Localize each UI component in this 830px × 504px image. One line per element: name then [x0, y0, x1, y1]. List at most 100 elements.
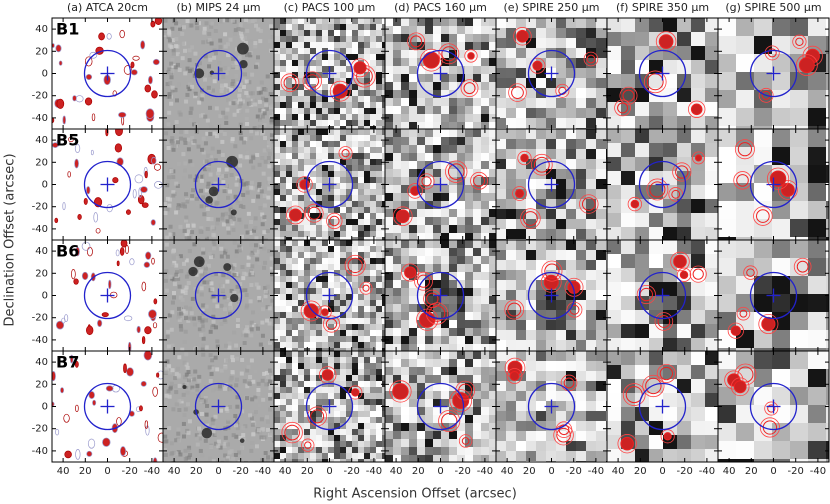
pixel	[409, 82, 417, 90]
pixel	[496, 118, 506, 128]
pixel	[238, 131, 243, 136]
pixel	[209, 217, 214, 222]
pixel	[754, 129, 772, 147]
pixel	[536, 108, 546, 118]
pixel	[663, 18, 677, 32]
pixel	[292, 411, 298, 417]
pixel	[286, 447, 292, 453]
pixel	[481, 217, 489, 225]
pixel	[185, 199, 190, 204]
contour	[654, 312, 674, 331]
pixel	[334, 102, 340, 108]
pixel	[165, 359, 170, 364]
pixel	[465, 296, 473, 304]
pixel	[286, 42, 292, 48]
pixel	[481, 225, 489, 233]
pixel	[241, 140, 246, 145]
pixel	[292, 189, 298, 195]
pixel	[364, 264, 370, 270]
pixel	[176, 161, 181, 166]
pixel	[382, 417, 385, 423]
pixel	[298, 393, 304, 399]
pixel	[215, 339, 220, 344]
pixel	[207, 365, 212, 370]
pixel	[417, 90, 425, 98]
pixel	[231, 56, 236, 61]
pixel	[164, 269, 169, 274]
pixel	[352, 417, 358, 423]
contour	[134, 174, 144, 184]
pixel	[269, 91, 274, 96]
pixel	[171, 291, 176, 296]
pixel	[382, 318, 385, 324]
pixel	[334, 318, 340, 324]
contour	[126, 367, 134, 377]
pixel	[168, 386, 173, 391]
pixel	[225, 409, 230, 414]
pixel	[322, 30, 328, 36]
pixel	[401, 336, 409, 344]
pixel	[316, 405, 322, 411]
pixel	[393, 58, 401, 66]
pixel	[376, 276, 382, 282]
pixel	[401, 90, 409, 98]
pixel	[292, 342, 298, 348]
pixel	[274, 246, 280, 252]
pixel	[808, 147, 826, 165]
pixel	[168, 274, 173, 279]
pixel	[292, 96, 298, 102]
pixel	[167, 29, 172, 34]
pixel	[536, 310, 546, 320]
pixel	[227, 305, 232, 310]
pixel	[274, 282, 280, 288]
pixel	[210, 417, 215, 422]
pixel	[576, 250, 586, 260]
pixel	[340, 18, 346, 24]
pixel	[364, 195, 370, 201]
pixel	[245, 368, 250, 373]
pixel	[433, 18, 441, 26]
pixel	[370, 30, 376, 36]
pixel	[736, 72, 754, 90]
pixel	[174, 21, 179, 26]
pixel	[441, 225, 449, 233]
pixel	[417, 66, 425, 74]
pixel	[178, 324, 183, 329]
contour	[281, 421, 303, 444]
pixel	[556, 340, 566, 350]
pixel	[328, 447, 334, 453]
pixel	[334, 213, 340, 219]
pixel	[358, 201, 364, 207]
pixel	[198, 188, 203, 193]
pixel	[280, 114, 286, 120]
contour	[636, 284, 656, 305]
pixel	[265, 284, 270, 289]
pixel	[212, 308, 217, 313]
pixel	[180, 397, 185, 402]
pixel	[489, 296, 496, 304]
pixel	[358, 219, 364, 225]
pixel	[197, 323, 202, 328]
pixel	[252, 18, 257, 23]
pixel	[370, 225, 376, 231]
pixel	[441, 18, 449, 26]
pixel	[385, 122, 393, 129]
pixel	[304, 231, 310, 237]
pixel	[433, 106, 441, 114]
search-circle	[194, 382, 243, 431]
pixel	[210, 88, 215, 93]
pixel	[546, 28, 556, 38]
pixel	[169, 327, 174, 332]
pixel	[245, 150, 250, 155]
pixel	[280, 417, 286, 423]
pixel	[198, 228, 203, 233]
pixel	[449, 328, 457, 336]
pixel	[215, 304, 220, 309]
pixel	[174, 272, 179, 277]
pixel	[346, 252, 352, 258]
pixel	[473, 256, 481, 264]
y-tick-label: 40	[35, 135, 48, 146]
pixel	[334, 189, 340, 195]
contour	[426, 292, 439, 306]
pixel	[607, 143, 621, 157]
